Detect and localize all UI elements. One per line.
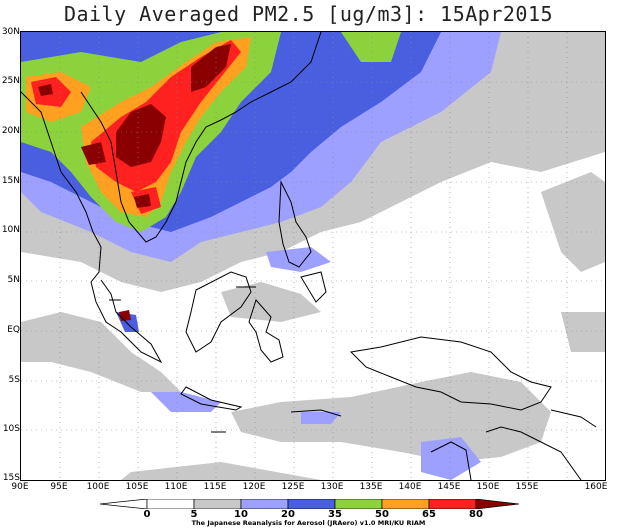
colorbar-tick: 35 [328,509,342,520]
lat-label: 15N [1,176,20,186]
colorbar-segment [193,499,242,509]
lon-label: 125E [281,482,305,492]
lon-label: 145E [437,482,461,492]
colorbar-tick: 20 [281,509,295,520]
colorbar-segment [287,499,336,509]
colorbar-segment [381,499,430,509]
colorbar-tick: 10 [234,509,248,520]
lat-label: 10S [2,424,20,434]
lon-label: 155E [515,482,539,492]
colorbar-segment [475,499,520,509]
pm25-contour-80-plus [38,44,231,321]
colorbar-segment [428,499,477,509]
lon-label: 130E [320,482,344,492]
colorbar-tick: 5 [190,509,198,520]
colorbar-tick: 0 [143,509,151,520]
lat-label: EQ [7,325,20,335]
lon-label: 140E [398,482,422,492]
lat-label: 5S [8,375,20,385]
lat-label: 15S [2,473,20,483]
colorbar-tick: 50 [375,509,389,520]
lat-label: 30N [1,27,20,37]
lon-label: 110E [164,482,188,492]
credit-line: The Japanese Reanalysis for Aerosol (JRA… [191,519,426,527]
colorbar-segment [334,499,383,509]
map-title: Daily Averaged PM2.5 [ug/m3]: 15Apr2015 [63,2,554,26]
colorbar-tick: 65 [422,509,436,520]
coastlines [21,32,597,480]
lon-label: 95E [50,482,68,492]
lon-label: 115E [203,482,227,492]
colorbar-segment [146,499,195,509]
lon-label: 135E [359,482,383,492]
colorbar-segment [240,499,289,509]
lon-label: 105E [125,482,149,492]
colorbar-segment [100,499,148,509]
lat-label: 10N [1,225,20,235]
pm25-field [21,32,605,480]
lat-label: 20N [1,126,20,136]
map-panel [20,31,606,481]
lon-label: 100E [86,482,110,492]
lon-label: 120E [242,482,266,492]
colorbar [100,499,520,509]
lat-label: 5N [7,275,20,285]
lon-label: 160E [584,482,608,492]
lon-label: 150E [476,482,500,492]
colorbar-tick: 80 [469,509,483,520]
lon-label: 90E [11,482,29,492]
lat-label: 25N [1,76,20,86]
